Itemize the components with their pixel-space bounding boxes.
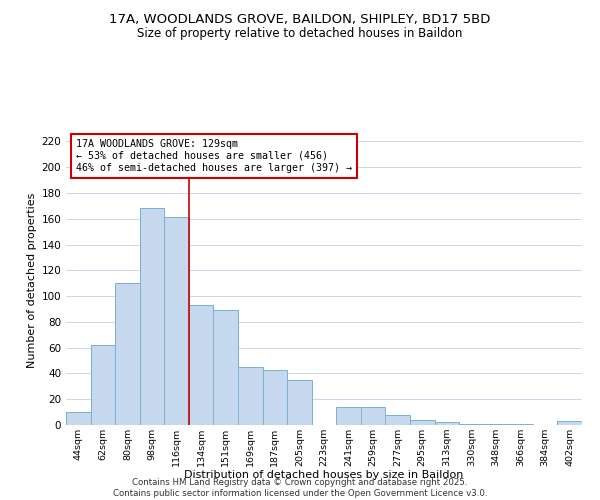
- Bar: [115, 283, 140, 425]
- Text: 17A WOODLANDS GROVE: 129sqm
← 53% of detached houses are smaller (456)
46% of se: 17A WOODLANDS GROVE: 129sqm ← 53% of det…: [76, 140, 352, 172]
- Text: Contains HM Land Registry data © Crown copyright and database right 2025.
Contai: Contains HM Land Registry data © Crown c…: [113, 478, 487, 498]
- Bar: [410, 420, 434, 425]
- Bar: [287, 380, 312, 425]
- Bar: [385, 414, 410, 425]
- Bar: [557, 421, 582, 425]
- Bar: [361, 407, 385, 425]
- Bar: [189, 305, 214, 425]
- Bar: [263, 370, 287, 425]
- Bar: [434, 422, 459, 425]
- Bar: [164, 218, 189, 425]
- Bar: [140, 208, 164, 425]
- X-axis label: Distribution of detached houses by size in Baildon: Distribution of detached houses by size …: [184, 470, 464, 480]
- Bar: [238, 367, 263, 425]
- Bar: [508, 424, 533, 425]
- Bar: [66, 412, 91, 425]
- Bar: [459, 424, 484, 425]
- Bar: [336, 407, 361, 425]
- Y-axis label: Number of detached properties: Number of detached properties: [27, 192, 37, 368]
- Bar: [91, 345, 115, 425]
- Bar: [214, 310, 238, 425]
- Text: Size of property relative to detached houses in Baildon: Size of property relative to detached ho…: [137, 28, 463, 40]
- Text: 17A, WOODLANDS GROVE, BAILDON, SHIPLEY, BD17 5BD: 17A, WOODLANDS GROVE, BAILDON, SHIPLEY, …: [109, 12, 491, 26]
- Bar: [484, 424, 508, 425]
